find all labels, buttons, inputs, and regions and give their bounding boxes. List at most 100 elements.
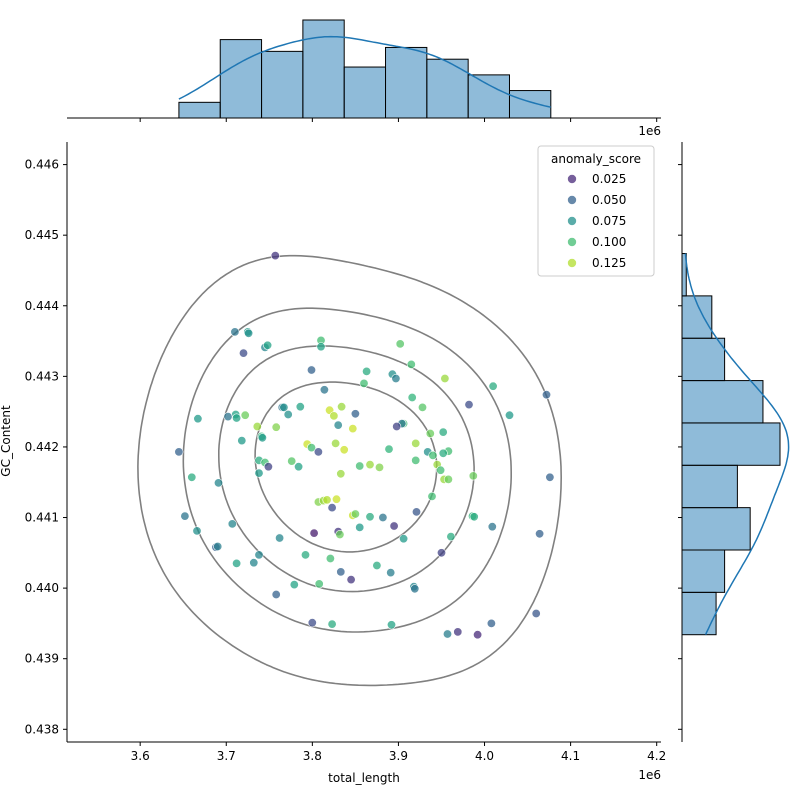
scatter-point	[223, 412, 233, 422]
scatter-point	[335, 529, 345, 539]
scatter-point	[313, 447, 323, 457]
legend-entry-label: 0.100	[592, 235, 626, 249]
scatter-point	[535, 529, 545, 539]
y-tick-label: 0.440	[25, 581, 59, 595]
legend-entry-label: 0.125	[592, 256, 626, 270]
legend-entry-label: 0.050	[592, 193, 626, 207]
x-tick-label: 4.2	[647, 749, 666, 763]
scatter-point	[399, 534, 409, 544]
scatter-point	[271, 589, 281, 599]
scatter-point	[254, 468, 264, 478]
scatter-point	[531, 608, 541, 618]
scatter-point	[287, 456, 297, 466]
scatter-point	[322, 495, 332, 505]
scatter-point	[232, 413, 242, 423]
scatter-point	[257, 433, 267, 443]
scatter-point	[486, 618, 496, 628]
scatter-point	[391, 373, 401, 383]
scatter-point	[541, 390, 551, 400]
scatter-point	[333, 420, 343, 430]
scatter-point	[316, 342, 326, 352]
scatter-point	[438, 427, 448, 437]
scatter-point	[389, 521, 399, 531]
scatter-point	[193, 414, 203, 424]
right-kde-line	[684, 253, 790, 636]
kde-contour-line	[182, 307, 512, 633]
scatter-point	[314, 579, 324, 589]
y-tick-label: 0.438	[25, 722, 59, 736]
scatter-point	[306, 365, 316, 375]
scatter-point	[468, 471, 478, 481]
scatter-point	[411, 438, 421, 448]
scatter-point	[331, 494, 341, 504]
scatter-point	[336, 469, 346, 479]
scatter-point	[395, 339, 405, 349]
top-axis-multiplier-label: 1e6	[638, 124, 661, 138]
scatter-point	[362, 366, 372, 376]
legend-marker	[567, 174, 577, 184]
legend-marker	[567, 195, 577, 205]
kde-contour-line	[254, 381, 438, 553]
top-marginal-histogram	[178, 19, 552, 119]
scatter-point	[319, 385, 329, 395]
scatter-point	[436, 548, 446, 558]
scatter-point	[346, 575, 356, 585]
scatter-point	[240, 410, 250, 420]
scatter-point	[306, 443, 316, 453]
scatter-point	[374, 462, 384, 472]
scatter-point	[545, 472, 555, 482]
legend: anomaly_score 0.025 0.050 0.075 0.100 0.125	[537, 145, 655, 277]
x-axis-label: total_length	[328, 771, 400, 785]
scatter-point	[271, 422, 281, 432]
y-tick-label: 0.442	[25, 440, 59, 454]
scatter-point	[350, 409, 360, 419]
scatter-point	[214, 478, 224, 488]
kde-contours	[137, 254, 562, 687]
scatter-point	[443, 474, 453, 484]
scatter-point	[213, 541, 223, 551]
scatter-point	[504, 410, 514, 420]
scatter-point	[174, 447, 184, 457]
scatter-point	[372, 560, 382, 570]
scatter-point	[436, 465, 446, 475]
scatter-point	[249, 558, 259, 568]
top-histogram-bar	[508, 90, 552, 119]
top-histogram-bar	[385, 46, 428, 119]
y-tick-label: 0.444	[25, 299, 59, 313]
scatter-point	[488, 381, 498, 391]
scatter-point	[325, 553, 335, 563]
x-tick-label: 3.9	[389, 749, 408, 763]
scatter-point	[337, 402, 347, 412]
scatter-point	[384, 444, 394, 454]
kde-contour-line	[218, 345, 475, 593]
scatter-point	[232, 558, 242, 568]
scatter-point	[295, 402, 305, 412]
scatter-point	[252, 421, 262, 431]
scatter-point	[263, 340, 273, 350]
scatter-point	[365, 460, 375, 470]
scatter-point	[227, 519, 237, 529]
scatter-point	[350, 509, 360, 519]
scatter-point	[283, 409, 293, 419]
y-tick-label: 0.441	[25, 511, 59, 525]
scatter-point	[339, 445, 349, 455]
x-tick-label: 3.6	[131, 749, 150, 763]
scatter-point	[442, 629, 452, 639]
scatter-point	[469, 512, 479, 522]
x-tick-label: 4.1	[561, 749, 580, 763]
legend-marker	[567, 258, 577, 268]
right-histogram-bar	[681, 507, 751, 551]
y-tick-label: 0.446	[25, 158, 59, 172]
scatter-point	[355, 522, 365, 532]
scatter-point	[279, 402, 289, 412]
scatter-point	[192, 526, 202, 536]
scatter-point	[275, 533, 285, 543]
scatter-point	[331, 438, 341, 448]
legend-entry-label: 0.075	[592, 214, 626, 228]
legend-entry-label: 0.025	[592, 172, 626, 186]
scatter-point	[406, 359, 416, 369]
top-histogram-bar	[343, 66, 387, 119]
y-tick-label: 0.445	[25, 228, 59, 242]
scatter-point	[425, 428, 435, 438]
right-histogram-bar	[681, 422, 781, 466]
